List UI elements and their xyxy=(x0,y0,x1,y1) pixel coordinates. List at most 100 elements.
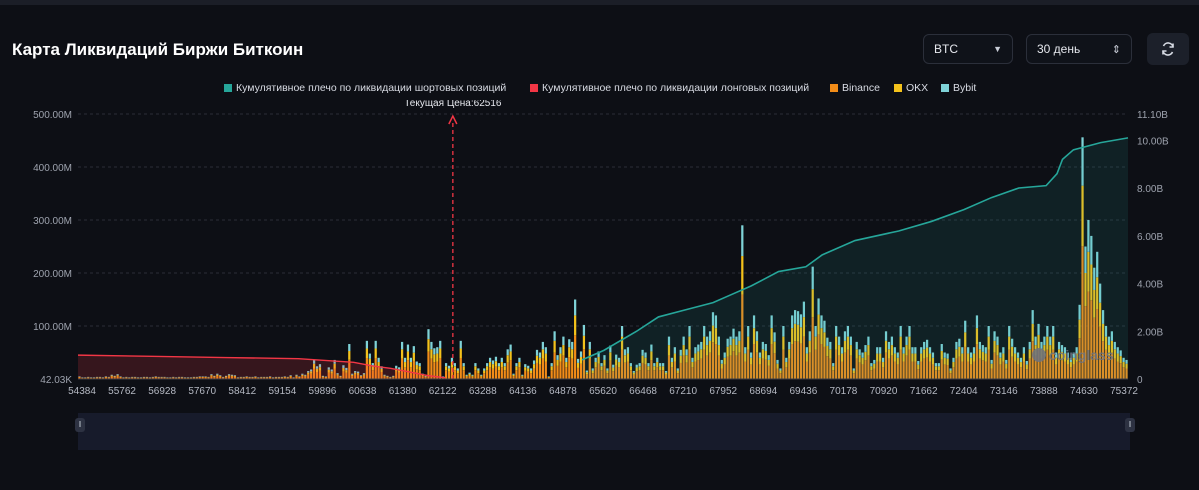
zoom-handle-right[interactable]: ǁ xyxy=(1125,418,1135,432)
liquidation-bar xyxy=(999,352,1002,358)
liquidation-bar xyxy=(1028,341,1031,350)
liquidation-bar xyxy=(380,372,383,379)
liquidation-bar xyxy=(635,364,638,368)
liquidation-bar xyxy=(192,376,195,378)
x-tick-label: 59896 xyxy=(309,386,337,397)
liquidation-bar xyxy=(1005,359,1008,364)
x-tick-label: 63288 xyxy=(469,386,497,397)
liquidation-bar xyxy=(937,363,940,367)
liquidation-bar xyxy=(788,349,791,359)
x-tick-label: 61380 xyxy=(389,386,417,397)
liquidation-bar xyxy=(359,376,363,379)
legend-item-long[interactable]: Кумулятивное плечо по ликвидации лонговы… xyxy=(530,82,809,94)
liquidation-bar xyxy=(1116,353,1119,362)
liquidation-bar xyxy=(201,376,204,377)
refresh-button[interactable] xyxy=(1147,33,1189,65)
liquidation-bar xyxy=(263,377,266,378)
liquidation-bar xyxy=(902,361,905,379)
liquidation-bar xyxy=(483,370,486,374)
liquidation-bar xyxy=(934,370,938,379)
liquidation-bar xyxy=(890,345,894,356)
liquidation-bar xyxy=(835,326,838,337)
liquidation-bar xyxy=(327,372,330,379)
liquidation-bar xyxy=(274,377,278,379)
liquidation-bar xyxy=(741,256,744,295)
liquidation-bar xyxy=(354,372,357,375)
legend-item-bybit[interactable]: Bybit xyxy=(941,82,976,94)
liquidation-bar xyxy=(497,363,500,367)
liquidation-bar xyxy=(565,357,568,363)
zoom-range-bar[interactable] xyxy=(78,413,1130,450)
liquidation-bar xyxy=(585,374,588,379)
zoom-handle-left[interactable]: ǁ xyxy=(75,418,85,432)
legend-item-okx[interactable]: OKX xyxy=(894,82,928,94)
liquidation-bar xyxy=(870,370,873,379)
liquidation-bar xyxy=(881,367,885,379)
liquidation-bar xyxy=(682,336,685,346)
liquidation-bar xyxy=(430,341,433,350)
period-select[interactable]: 30 день ⇕ xyxy=(1026,34,1132,64)
liquidation-bar xyxy=(1019,362,1023,368)
liquidation-bar xyxy=(277,377,281,379)
liquidation-bar xyxy=(263,377,266,379)
legend-swatch xyxy=(830,84,838,92)
liquidation-bar xyxy=(943,352,946,358)
liquidation-bar xyxy=(791,315,794,329)
liquidation-bar xyxy=(752,328,756,345)
legend-item-short[interactable]: Кумулятивное плечо по ликвидации шортовы… xyxy=(224,82,506,94)
liquidation-bar xyxy=(802,317,806,337)
liquidation-bar xyxy=(1107,336,1111,346)
liquidation-bar xyxy=(427,351,430,379)
liquidation-bar xyxy=(653,370,656,379)
liquidation-bar xyxy=(1072,357,1075,365)
liquidation-bar xyxy=(679,362,682,379)
liquidation-bar xyxy=(518,367,521,379)
liquidation-bar xyxy=(412,346,415,353)
coin-select[interactable]: BTC ▼ xyxy=(923,34,1013,64)
liquidation-bar xyxy=(330,369,333,372)
liquidation-bar xyxy=(230,374,234,376)
liquidation-bar xyxy=(444,363,448,367)
liquidation-bar xyxy=(207,377,210,378)
liquidation-bar xyxy=(776,359,779,364)
liquidation-bar xyxy=(225,376,228,378)
liquidation-bar xyxy=(465,376,468,379)
liquidation-bar xyxy=(987,326,990,337)
liquidation-bar xyxy=(814,336,817,350)
liquidation-bar xyxy=(518,362,521,368)
liquidation-bar xyxy=(524,370,527,379)
liquidation-bar xyxy=(694,361,697,379)
liquidation-bar xyxy=(354,371,357,373)
liquidation-bar xyxy=(371,370,374,379)
liquidation-bar xyxy=(198,377,201,379)
liquidation-bar xyxy=(940,344,943,352)
liquidation-bar xyxy=(876,347,879,354)
liquidation-bar xyxy=(230,376,234,379)
liquidation-bar xyxy=(855,358,858,379)
liquidation-bar xyxy=(236,377,239,379)
liquidation-bar xyxy=(1011,346,1014,357)
liquidation-bar xyxy=(524,367,527,371)
liquidation-bar xyxy=(491,368,495,379)
liquidation-bar xyxy=(708,352,712,379)
liquidation-bar xyxy=(98,377,102,378)
legend-label: Binance xyxy=(842,82,880,94)
liquidation-bar xyxy=(817,314,820,335)
liquidation-bar xyxy=(406,360,410,379)
liquidation-bar xyxy=(609,352,612,361)
liquidation-bar xyxy=(327,369,330,373)
liquidation-bar xyxy=(697,351,700,361)
liquidation-bar xyxy=(840,347,844,354)
liquidation-bar xyxy=(480,376,483,379)
legend-item-binance[interactable]: Binance xyxy=(830,82,880,94)
liquidation-bar xyxy=(515,366,518,371)
liquidation-bar xyxy=(826,356,829,379)
liquidation-bar xyxy=(87,377,90,379)
liquidation-bar xyxy=(726,356,729,379)
liquidation-bar xyxy=(931,364,935,379)
liquidation-bar xyxy=(761,341,764,350)
liquidation-bar xyxy=(471,376,474,379)
liquidation-bar xyxy=(568,347,571,358)
liquidation-bar xyxy=(101,377,105,378)
liquidation-bar xyxy=(359,375,363,377)
